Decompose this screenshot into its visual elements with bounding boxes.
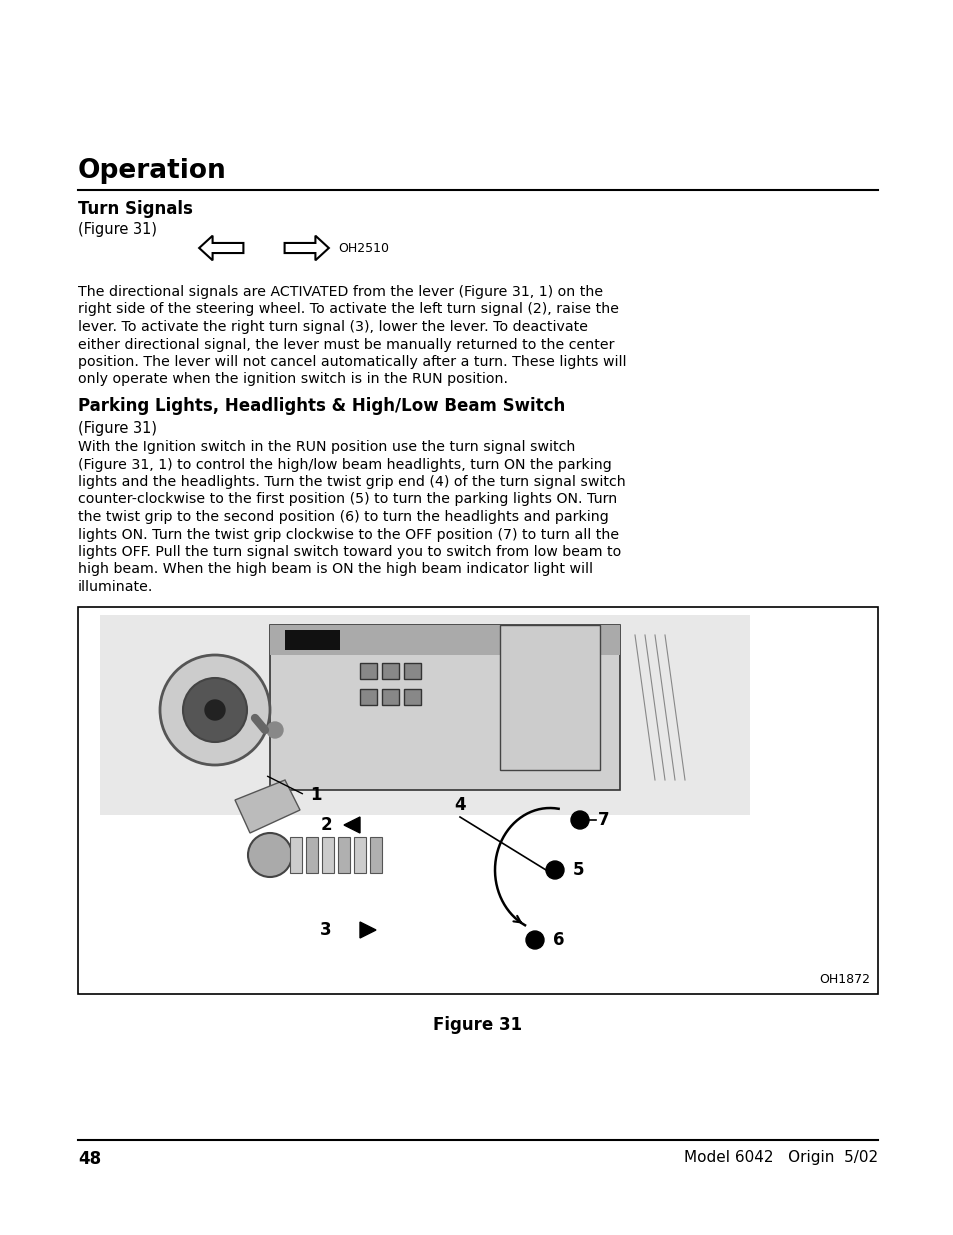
Text: Figure 31: Figure 31 — [433, 1016, 522, 1034]
Circle shape — [160, 655, 270, 764]
Bar — [322, 837, 334, 873]
Text: (Figure 31, 1) to control the high/low beam headlights, turn ON the parking: (Figure 31, 1) to control the high/low b… — [78, 457, 611, 472]
Text: counter-clockwise to the first position (5) to turn the parking lights ON. Turn: counter-clockwise to the first position … — [78, 493, 617, 506]
Bar — [100, 615, 749, 815]
Circle shape — [205, 700, 225, 720]
Text: lights OFF. Pull the turn signal switch toward you to switch from low beam to: lights OFF. Pull the turn signal switch … — [78, 545, 620, 559]
Bar — [381, 689, 398, 705]
Text: Turn Signals: Turn Signals — [78, 200, 193, 219]
Bar — [359, 689, 376, 705]
Bar — [337, 837, 350, 873]
Bar — [403, 663, 420, 679]
Text: 1: 1 — [310, 785, 321, 804]
Bar — [270, 625, 619, 790]
Polygon shape — [359, 923, 375, 939]
Bar — [306, 837, 317, 873]
Text: 5: 5 — [573, 861, 584, 879]
Text: 2: 2 — [320, 816, 332, 834]
Text: (Figure 31): (Figure 31) — [78, 421, 157, 436]
Bar — [354, 837, 366, 873]
Text: 6: 6 — [553, 931, 564, 948]
Text: 4: 4 — [454, 797, 465, 814]
Bar — [499, 625, 599, 769]
Circle shape — [571, 811, 588, 829]
Text: lights ON. Turn the twist grip clockwise to the OFF position (7) to turn all the: lights ON. Turn the twist grip clockwise… — [78, 527, 618, 541]
Bar — [270, 625, 619, 655]
Circle shape — [248, 832, 292, 877]
Circle shape — [525, 931, 543, 948]
Polygon shape — [284, 236, 329, 261]
Bar — [359, 663, 376, 679]
Text: lights and the headlights. Turn the twist grip end (4) of the turn signal switch: lights and the headlights. Turn the twis… — [78, 475, 625, 489]
Text: only operate when the ignition switch is in the RUN position.: only operate when the ignition switch is… — [78, 373, 507, 387]
Circle shape — [267, 722, 283, 739]
Polygon shape — [344, 818, 359, 832]
Text: 48: 48 — [78, 1150, 101, 1168]
Circle shape — [545, 861, 563, 879]
Text: OH1872: OH1872 — [818, 973, 869, 986]
Text: The directional signals are ACTIVATED from the lever (Figure 31, 1) on the: The directional signals are ACTIVATED fr… — [78, 285, 602, 299]
Text: 7: 7 — [598, 811, 609, 829]
Text: Parking Lights, Headlights & High/Low Beam Switch: Parking Lights, Headlights & High/Low Be… — [78, 396, 565, 415]
Text: lever. To activate the right turn signal (3), lower the lever. To deactivate: lever. To activate the right turn signal… — [78, 320, 587, 333]
Text: With the Ignition switch in the RUN position use the turn signal switch: With the Ignition switch in the RUN posi… — [78, 440, 575, 454]
Bar — [403, 689, 420, 705]
Text: the twist grip to the second position (6) to turn the headlights and parking: the twist grip to the second position (6… — [78, 510, 608, 524]
Text: position. The lever will not cancel automatically after a turn. These lights wil: position. The lever will not cancel auto… — [78, 354, 626, 369]
Text: OH2510: OH2510 — [337, 242, 389, 254]
Bar — [78, 606, 877, 994]
Polygon shape — [199, 236, 243, 261]
Text: high beam. When the high beam is ON the high beam indicator light will: high beam. When the high beam is ON the … — [78, 562, 593, 577]
Bar — [290, 837, 302, 873]
Text: either directional signal, the lever must be manually returned to the center: either directional signal, the lever mus… — [78, 337, 614, 352]
Circle shape — [183, 678, 247, 742]
Text: (Figure 31): (Figure 31) — [78, 222, 157, 237]
Polygon shape — [234, 781, 299, 832]
Text: right side of the steering wheel. To activate the left turn signal (2), raise th: right side of the steering wheel. To act… — [78, 303, 618, 316]
Text: 3: 3 — [320, 921, 332, 939]
Text: illuminate.: illuminate. — [78, 580, 153, 594]
Text: Operation: Operation — [78, 158, 227, 184]
Text: Model 6042   Origin  5/02: Model 6042 Origin 5/02 — [683, 1150, 877, 1165]
Bar — [381, 663, 398, 679]
Bar — [285, 630, 339, 650]
Bar — [370, 837, 381, 873]
